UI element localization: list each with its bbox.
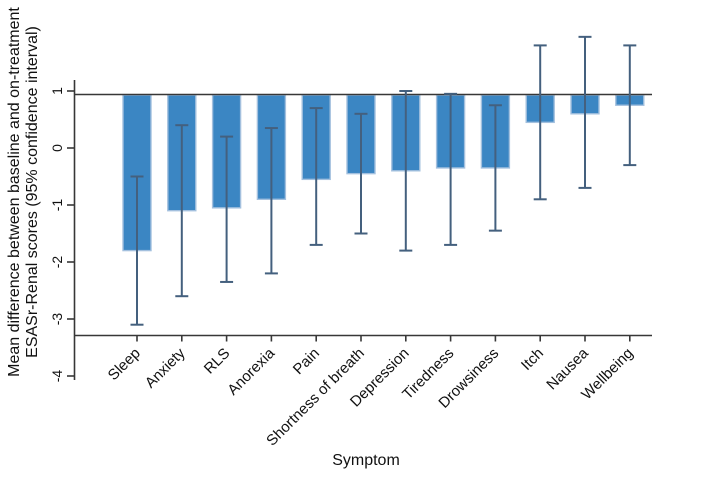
y-tick-label--2: -2 <box>49 256 65 269</box>
error-bar-drowsiness <box>488 104 502 232</box>
y-tick-label--1: -1 <box>49 199 65 212</box>
y-tick-label-0: 0 <box>49 144 65 152</box>
error-bar-pain <box>309 107 323 246</box>
x-tick-label-anorexia: Anorexia <box>224 344 278 398</box>
x-tick-label-anxiety: Anxiety <box>142 344 189 391</box>
error-bar-shortness-of-breath <box>354 112 368 235</box>
error-bar-rls <box>220 135 234 283</box>
x-tick-label-rls: RLS <box>201 345 234 378</box>
y-axis-title-line1: Mean difference between baseline and on-… <box>6 7 23 377</box>
error-bar-nausea <box>578 35 592 189</box>
error-bar-sleep <box>130 175 144 326</box>
x-tick-label-sleep: Sleep <box>105 345 144 384</box>
error-bar-tiredness <box>444 92 458 246</box>
error-bar-anorexia <box>264 127 278 275</box>
y-tick-label-1: 1 <box>49 87 65 95</box>
y-tick-label--4: -4 <box>49 370 65 383</box>
error-bar-itch <box>533 44 547 201</box>
x-tick-label-pain: Pain <box>290 345 323 378</box>
y-tick-label--3: -3 <box>49 313 65 326</box>
x-axis-title: Symptom <box>332 452 400 469</box>
y-axis-title-line2: ESASr-Renal scores (95% confidence inter… <box>24 26 41 358</box>
x-tick-label-itch: Itch <box>518 345 547 374</box>
error-bar-depression <box>399 90 413 252</box>
error-bar-wellbeing <box>623 44 637 167</box>
y-axis-title: Mean difference between baseline and on-… <box>6 7 42 377</box>
error-bar-anxiety <box>175 124 189 298</box>
